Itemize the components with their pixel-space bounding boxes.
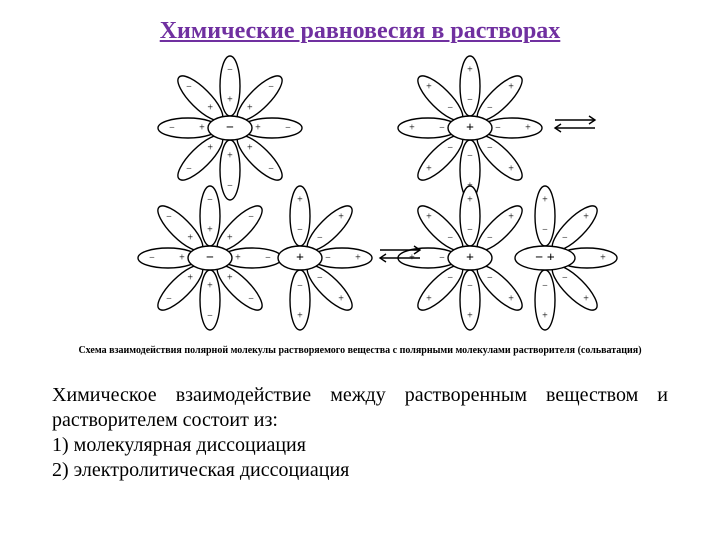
svg-text:+: + xyxy=(227,272,233,283)
svg-text:−: − xyxy=(325,253,331,264)
svg-text:+: + xyxy=(426,164,432,175)
svg-text:−: − xyxy=(439,123,445,134)
solvation-diagram: +−+−+−+−+−+−+−+−−−+−+−+−+−+−+−+−+++−+−+−… xyxy=(52,53,668,343)
svg-text:−: − xyxy=(495,123,501,134)
svg-text:−: − xyxy=(317,233,323,244)
page-title: Химические равновесия в растворах xyxy=(52,18,668,45)
svg-text:−: − xyxy=(562,272,568,283)
svg-text:−: − xyxy=(186,164,192,175)
svg-text:−: − xyxy=(447,233,453,244)
diagram-caption: Схема взаимодействия полярной молекулы р… xyxy=(52,345,668,357)
svg-text:−: − xyxy=(467,151,473,162)
svg-text:−: − xyxy=(297,225,303,236)
body-item-2: 2) электролитическая диссоциация xyxy=(52,458,668,483)
svg-text:−: − xyxy=(166,294,172,305)
svg-text:−: − xyxy=(487,142,493,153)
svg-text:−: − xyxy=(227,181,233,192)
svg-text:+: + xyxy=(508,211,514,222)
svg-text:+: + xyxy=(600,253,606,264)
svg-text:−: − xyxy=(268,164,274,175)
svg-text:−: − xyxy=(487,272,493,283)
svg-text:−: − xyxy=(562,233,568,244)
svg-text:−: − xyxy=(467,95,473,106)
svg-text:+: + xyxy=(467,195,473,206)
svg-text:+: + xyxy=(227,151,233,162)
svg-text:+: + xyxy=(466,121,474,136)
slide: Химические равновесия в растворах + − + − + −… xyxy=(0,0,720,540)
svg-text:+: + xyxy=(235,253,241,264)
svg-text:+: + xyxy=(179,253,185,264)
svg-text:−: − xyxy=(248,294,254,305)
svg-text:+: + xyxy=(508,294,514,305)
svg-text:− +: − + xyxy=(535,251,554,266)
svg-text:+: + xyxy=(583,294,589,305)
svg-text:+: + xyxy=(426,211,432,222)
svg-text:−: − xyxy=(248,211,254,222)
svg-text:+: + xyxy=(255,123,261,134)
svg-text:−: − xyxy=(467,225,473,236)
svg-text:−: − xyxy=(487,233,493,244)
svg-text:+: + xyxy=(409,123,415,134)
svg-text:−: − xyxy=(542,225,548,236)
svg-text:+: + xyxy=(467,311,473,322)
svg-text:+: + xyxy=(426,294,432,305)
svg-text:−: − xyxy=(149,253,155,264)
svg-text:−: − xyxy=(268,81,274,92)
body-intro: Химическое взаимодействие между растворе… xyxy=(52,383,668,433)
svg-text:+: + xyxy=(466,251,474,266)
svg-text:−: − xyxy=(169,123,175,134)
svg-text:−: − xyxy=(226,121,234,136)
svg-text:+: + xyxy=(247,142,253,153)
svg-text:−: − xyxy=(186,81,192,92)
solvation-svg: +−+−+−+−+−+−+−+−−−+−+−+−+−+−+−+−+++−+−+−… xyxy=(100,53,620,343)
svg-text:+: + xyxy=(207,103,213,114)
svg-text:+: + xyxy=(338,211,344,222)
svg-text:+: + xyxy=(247,103,253,114)
body-text: Химическое взаимодействие между растворе… xyxy=(52,383,668,483)
svg-text:−: − xyxy=(447,103,453,114)
svg-text:+: + xyxy=(338,294,344,305)
svg-text:+: + xyxy=(297,195,303,206)
svg-text:−: − xyxy=(487,103,493,114)
svg-text:+: + xyxy=(199,123,205,134)
svg-text:−: − xyxy=(207,311,213,322)
svg-text:+: + xyxy=(227,233,233,244)
svg-text:+: + xyxy=(187,233,193,244)
svg-text:−: − xyxy=(447,272,453,283)
svg-text:+: + xyxy=(207,225,213,236)
svg-text:+: + xyxy=(467,65,473,76)
svg-text:+: + xyxy=(296,251,304,266)
svg-text:−: − xyxy=(166,211,172,222)
svg-text:+: + xyxy=(227,95,233,106)
svg-text:−: − xyxy=(467,281,473,292)
svg-text:+: + xyxy=(508,81,514,92)
svg-text:+: + xyxy=(207,142,213,153)
svg-text:+: + xyxy=(583,211,589,222)
body-item-1: 1) молекулярная диссоциация xyxy=(52,433,668,458)
svg-text:−: − xyxy=(439,253,445,264)
svg-text:−: − xyxy=(447,142,453,153)
svg-text:+: + xyxy=(426,81,432,92)
svg-text:−: − xyxy=(317,272,323,283)
svg-text:−: − xyxy=(297,281,303,292)
svg-text:+: + xyxy=(542,195,548,206)
svg-text:−: − xyxy=(265,253,271,264)
svg-text:+: + xyxy=(187,272,193,283)
svg-text:+: + xyxy=(525,123,531,134)
svg-text:+: + xyxy=(542,311,548,322)
svg-text:+: + xyxy=(297,311,303,322)
svg-text:−: − xyxy=(285,123,291,134)
svg-text:−: − xyxy=(207,195,213,206)
svg-text:+: + xyxy=(508,164,514,175)
svg-text:−: − xyxy=(227,65,233,76)
svg-text:−: − xyxy=(542,281,548,292)
svg-text:−: − xyxy=(206,251,214,266)
svg-text:+: + xyxy=(207,281,213,292)
svg-text:+: + xyxy=(355,253,361,264)
